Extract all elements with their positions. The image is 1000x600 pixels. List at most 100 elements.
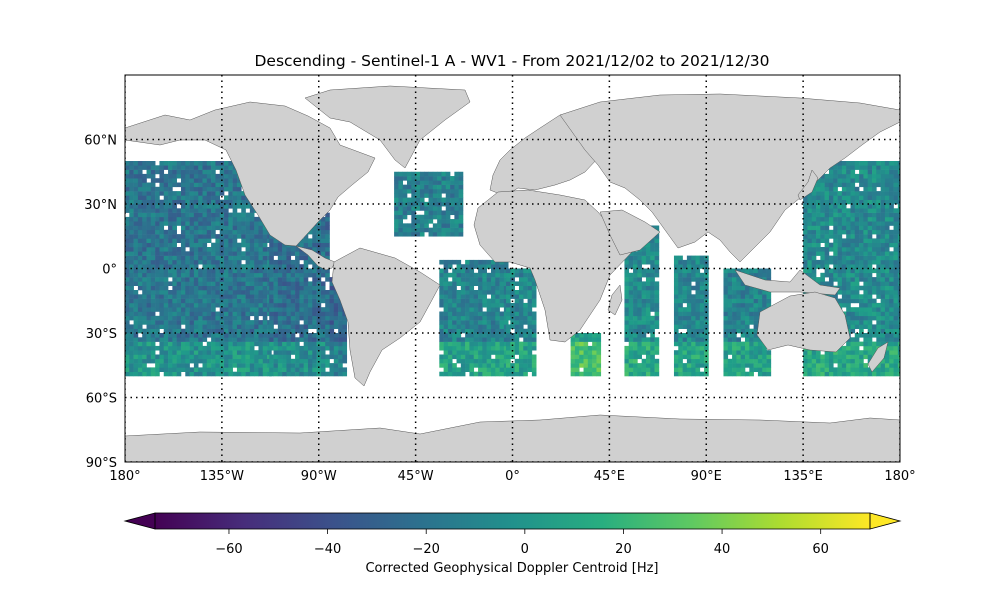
data-cell [456, 333, 462, 338]
data-cell [633, 277, 638, 282]
data-cell [215, 264, 221, 269]
data-cell [277, 337, 283, 342]
data-cell [312, 238, 317, 243]
data-cell [342, 315, 348, 321]
data-cell [518, 354, 524, 360]
data-cell [678, 371, 683, 377]
data-cell [833, 216, 838, 222]
data-cell [198, 281, 203, 286]
data-cell [168, 199, 173, 205]
data-cell [850, 328, 856, 334]
data-cell [482, 371, 487, 377]
data-cell [740, 324, 746, 329]
data-cell [850, 285, 856, 291]
data-cell [137, 225, 143, 231]
data-cell [307, 229, 313, 235]
data-cell [850, 350, 856, 355]
data-cell [407, 184, 412, 190]
data-cell [633, 333, 638, 338]
data-cell [633, 302, 638, 308]
data-cell [447, 358, 453, 364]
data-cell [262, 277, 268, 282]
data-cell [811, 208, 817, 213]
data-cell [129, 345, 134, 351]
data-cell [232, 234, 238, 239]
data-cell [236, 234, 242, 239]
data-cell [460, 268, 466, 274]
data-cell [198, 294, 203, 299]
data-cell [146, 311, 152, 317]
data-cell [249, 285, 255, 291]
data-cell [893, 165, 899, 170]
latitude-tick-label: 60°S [86, 392, 117, 407]
data-cell [159, 324, 165, 329]
data-cell [402, 193, 408, 198]
data-cell [499, 333, 505, 338]
data-cell [273, 281, 279, 286]
data-cell [215, 182, 221, 188]
data-cell [854, 247, 860, 252]
data-cell [841, 298, 847, 304]
data-cell [198, 290, 203, 295]
data-cell [893, 221, 899, 226]
data-cell [224, 247, 229, 252]
data-cell [682, 315, 688, 321]
data-cell [678, 367, 683, 372]
data-cell [428, 206, 434, 211]
data-cell [269, 328, 274, 334]
data-cell [236, 281, 242, 286]
data-cell [736, 341, 741, 347]
data-cell [762, 363, 767, 368]
data-cell [490, 320, 496, 325]
data-cell [241, 204, 246, 209]
data-cell [841, 272, 847, 278]
data-cell [884, 259, 890, 265]
data-cell [269, 371, 274, 377]
data-cell [254, 234, 259, 239]
data-cell [867, 212, 873, 218]
data-cell [527, 354, 533, 360]
data-cell [876, 259, 881, 265]
data-cell [206, 186, 212, 192]
data-cell [637, 251, 642, 256]
data-cell [125, 199, 130, 205]
data-cell [762, 358, 767, 364]
data-cell [867, 290, 873, 295]
data-cell [206, 208, 212, 213]
data-cell [732, 285, 737, 291]
data-cell [859, 294, 864, 299]
data-cell [654, 298, 660, 304]
data-cell [202, 234, 208, 239]
data-cell [645, 298, 651, 304]
data-cell [159, 290, 165, 295]
data-cell [228, 165, 233, 170]
data-cell [189, 337, 195, 342]
data-cell [837, 169, 843, 175]
data-cell [432, 227, 438, 233]
data-cell [628, 341, 634, 347]
data-cell [320, 337, 326, 342]
data-cell [307, 337, 313, 342]
data-cell [523, 320, 528, 325]
data-cell [749, 337, 754, 342]
data-cell [641, 363, 647, 368]
data-cell [884, 358, 890, 364]
data-cell [236, 358, 242, 364]
data-cell [211, 199, 216, 205]
data-cell [232, 229, 238, 235]
data-cell [185, 208, 190, 213]
data-cell [432, 188, 438, 194]
data-cell [428, 201, 434, 207]
data-cell [749, 341, 754, 347]
data-cell [456, 324, 462, 329]
data-cell [133, 298, 139, 304]
data-cell [241, 341, 246, 347]
data-cell [282, 264, 287, 269]
data-cell [193, 173, 199, 179]
data-cell [854, 251, 860, 256]
data-cell [897, 302, 900, 308]
data-cell [129, 221, 134, 226]
data-cell [290, 333, 296, 338]
data-cell [419, 219, 425, 224]
data-cell [490, 363, 496, 368]
